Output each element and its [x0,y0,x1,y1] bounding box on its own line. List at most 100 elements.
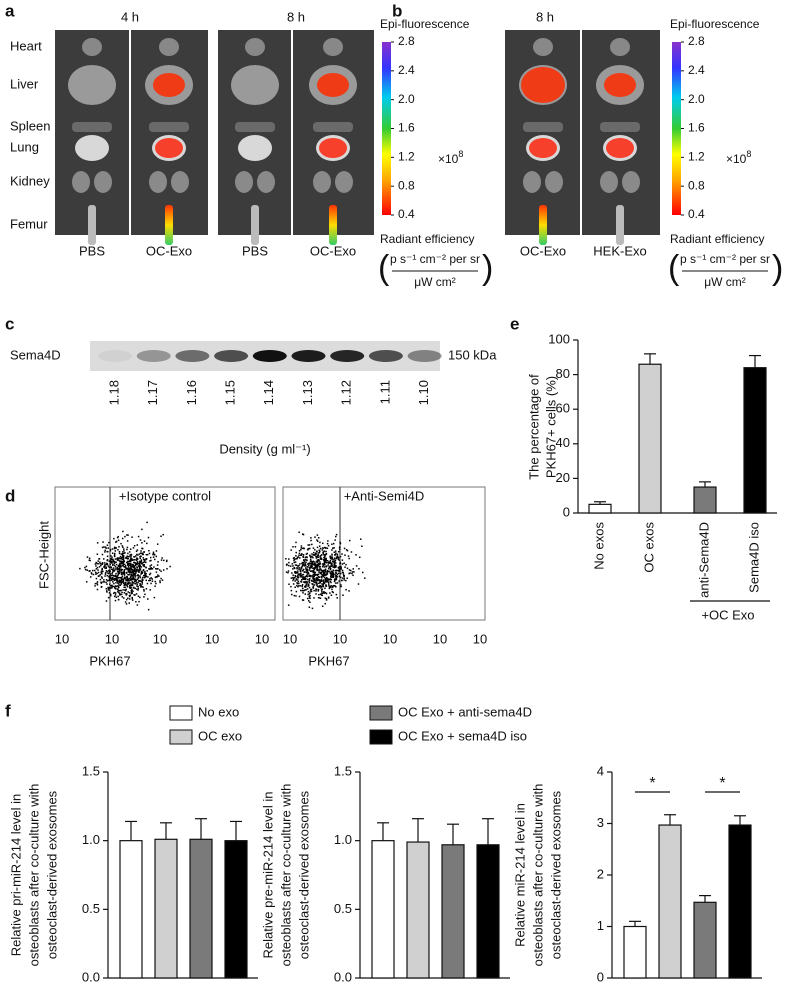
multiplier-base: ×10 [438,152,459,166]
dot [128,582,130,585]
organ [533,38,553,56]
dot [338,567,340,569]
dot [299,585,302,587]
band [407,350,442,362]
dot [343,577,345,579]
dot [154,558,156,561]
dot [125,594,128,596]
organ [539,205,547,245]
dot [332,591,334,594]
dot [332,561,334,563]
dot [300,575,303,577]
dot [302,581,305,583]
dot [121,562,123,565]
paren: ) [772,249,783,287]
dot [154,585,156,587]
dot [301,570,304,572]
organ [622,171,640,193]
dot [317,562,320,565]
dot [112,568,114,571]
organ [235,171,253,193]
dot [113,569,116,572]
group-label: OC-Exo [146,243,192,258]
dot [295,579,298,581]
dot [300,572,302,575]
dot [131,571,134,574]
dot [136,604,139,606]
dot [125,603,128,605]
dot [295,595,297,597]
dot [114,585,117,587]
dot [325,585,328,587]
dot [335,572,338,575]
dot [131,574,133,577]
dot [343,574,345,577]
dot [309,567,311,570]
dot [293,559,295,561]
dot [94,563,97,565]
dot [111,572,113,575]
dot [127,565,130,568]
dot [136,562,139,565]
dot [305,585,307,587]
dot [306,580,308,583]
dot [335,593,338,596]
signal [155,138,183,158]
dot [135,562,137,564]
dot [323,579,325,581]
dot [286,564,288,566]
organ [313,171,331,193]
dot [314,573,317,576]
organ [600,122,640,132]
dot [302,562,305,564]
dot [306,575,309,577]
organ-label: Femur [10,216,48,231]
dot [332,547,334,549]
y-label: osteoblasts after co-culture with [278,784,293,967]
colorbar-tick-label: 2.0 [398,92,415,106]
dot [114,566,117,568]
density-label: 1.16 [184,380,199,405]
dot [126,593,128,595]
dot [148,568,150,570]
dot [89,559,91,562]
dot [157,561,159,563]
dot [292,578,295,580]
dot [335,578,338,581]
dot [139,582,141,585]
dot [121,545,124,547]
dot [305,567,307,569]
dot [128,577,131,580]
dot [309,574,311,577]
dot [317,580,319,582]
bar [693,901,717,979]
dot [118,567,120,570]
dot [133,594,135,596]
dot [110,558,112,560]
dot [293,561,295,564]
dot [150,582,152,585]
dot [301,576,304,578]
dot [333,562,336,565]
dot [126,540,129,542]
dot [141,552,144,555]
dot [122,555,125,557]
dot [332,575,334,578]
dot [308,593,311,595]
dot [289,565,292,567]
dot [105,547,107,549]
dot [158,569,161,571]
dot [330,578,333,581]
colorbar-tick-label: 2.4 [688,63,705,77]
dot [136,563,138,566]
dot [333,560,335,563]
dot [331,553,333,556]
dot [150,567,152,569]
legend-label: OC Exo + sema4D iso [398,728,527,743]
dot [298,554,300,557]
legend-swatch [169,705,193,721]
dot [120,573,123,576]
dot [143,561,146,563]
dot [131,565,134,568]
dot [290,585,292,588]
